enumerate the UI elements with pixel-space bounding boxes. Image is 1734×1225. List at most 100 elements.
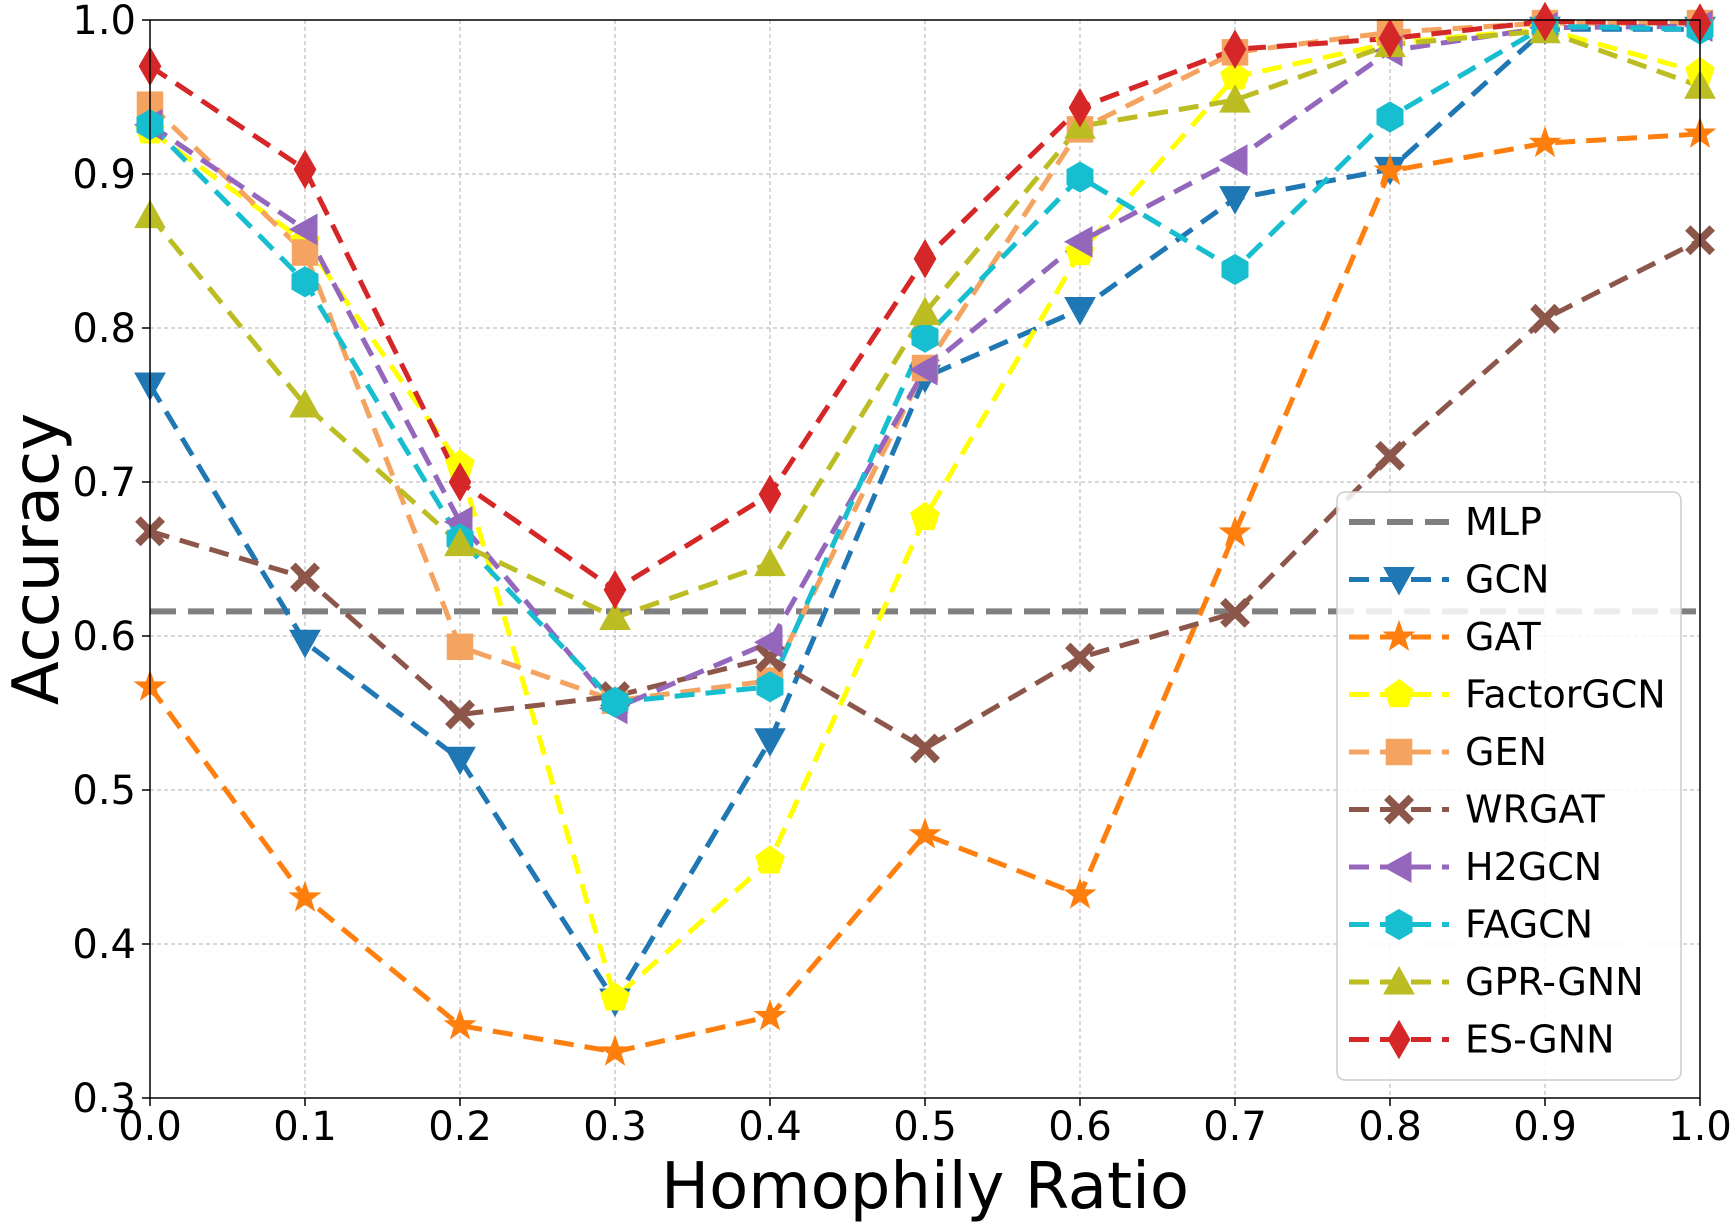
series-line-wrgat [149, 237, 1702, 751]
data-point-h2gcn [1218, 144, 1248, 176]
x-tick-label: 1.0 [1668, 1104, 1732, 1150]
data-point-es-gnn [448, 462, 472, 502]
legend-marker-gen [1385, 738, 1413, 766]
data-point-gcn [1219, 186, 1251, 215]
data-point-h2gcn [908, 353, 938, 386]
data-point-factorgcn [755, 845, 785, 874]
y-tick-label: 0.4 [72, 922, 136, 968]
data-point-gat [1373, 153, 1407, 185]
y-tick-label: 0.9 [72, 152, 136, 198]
legend: MLP GCN GAT FactorGCN GEN WRGAT H2GCN FAGCN GPR-… [1336, 491, 1682, 1081]
x-tick-label: 0.2 [428, 1104, 492, 1150]
data-point-es-gnn [1223, 29, 1247, 69]
data-point-fagcn [1376, 101, 1404, 133]
data-point-gat [443, 1008, 477, 1040]
legend-marker-wrgat [1384, 794, 1415, 825]
data-point-h2gcn [753, 626, 783, 659]
data-point-gpr-gnn [754, 547, 786, 577]
data-point-gpr-gnn [444, 527, 476, 557]
data-point-es-gnn [913, 239, 937, 279]
axis-ticks: 0.0 0.1 0.2 0.3 0.4 0.5 0.6 0.7 0.8 0.9 1.0 0.3 0.4 0… [72, 0, 1731, 1150]
data-point-fagcn [601, 686, 629, 718]
data-point-h2gcn [288, 213, 318, 246]
data-point-wrgat [1530, 303, 1561, 334]
y-tick-label: 0.5 [72, 768, 136, 814]
data-point-gat [598, 1034, 632, 1066]
data-point-gat [1528, 125, 1562, 158]
y-tick-label: 0.3 [72, 1076, 136, 1122]
y-tick-label: 0.8 [72, 306, 136, 352]
data-point-fagcn [291, 266, 319, 298]
legend-marker-gat [1382, 619, 1416, 651]
series-line-gat [147, 131, 1701, 1055]
x-axis-label: Homophily Ratio [661, 1150, 1189, 1224]
data-point-gat [753, 999, 787, 1031]
data-point-es-gnn [1378, 18, 1402, 59]
legend-label-es-gnn: ES-GNN [1465, 1018, 1615, 1062]
data-point-fagcn [1066, 161, 1094, 193]
data-point-gat [908, 817, 942, 849]
legend-label-mlp: MLP [1465, 500, 1542, 544]
x-tick-label: 0.8 [1358, 1104, 1422, 1150]
data-point-gat [1218, 515, 1252, 547]
data-point-fagcn [1221, 253, 1249, 286]
y-axis-label: Accuracy [0, 413, 74, 705]
x-tick-label: 0.9 [1513, 1104, 1577, 1150]
legend-marker-h2gcn [1382, 851, 1412, 883]
data-point-es-gnn [293, 149, 317, 190]
data-point-h2gcn [1063, 225, 1093, 258]
data-point-gpr-gnn [909, 296, 941, 326]
legend-label-gen: GEN [1465, 730, 1547, 774]
data-point-gen [446, 633, 474, 661]
legend-label-h2gcn: H2GCN [1465, 845, 1602, 889]
data-point-wrgat [1220, 597, 1251, 628]
legend-marker-fagcn [1385, 908, 1413, 941]
x-tick-label: 0.1 [273, 1104, 337, 1150]
legend-label-wrgat: WRGAT [1465, 788, 1605, 832]
data-point-wrgat [910, 733, 941, 764]
data-point-gpr-gnn [289, 388, 321, 418]
data-point-gat [288, 880, 322, 912]
legend-marker-es-gnn [1387, 1019, 1411, 1060]
data-point-fagcn [756, 671, 784, 703]
data-point-fagcn [911, 321, 939, 353]
data-point-gcn [444, 746, 476, 776]
data-point-gen [291, 239, 319, 266]
data-point-es-gnn [603, 569, 627, 610]
data-point-wrgat [1375, 440, 1406, 471]
legend-marker-gcn [1383, 567, 1415, 596]
data-point-factorgcn [600, 982, 630, 1011]
data-point-es-gnn [1533, 1, 1557, 42]
legend-label-gat: GAT [1465, 615, 1541, 659]
x-tick-label: 0.7 [1203, 1104, 1267, 1150]
series-line-gpr-gnn [148, 28, 1701, 620]
data-point-gat [1063, 877, 1097, 909]
legend-marker-factorgcn [1384, 678, 1414, 708]
data-point-gpr-gnn [599, 601, 631, 630]
series-markers [133, 1, 1717, 1066]
y-tick-label: 1.0 [72, 0, 136, 44]
data-point-wrgat [290, 562, 321, 593]
data-point-factorgcn [910, 501, 940, 531]
data-point-gcn [754, 728, 786, 757]
data-point-gcn [1064, 297, 1096, 326]
legend-label-gpr-gnn: GPR-GNN [1465, 960, 1644, 1004]
data-point-wrgat [445, 699, 476, 730]
legend-label-factorgcn: FactorGCN [1465, 673, 1666, 717]
y-tick-label: 0.7 [72, 460, 136, 506]
data-point-wrgat [1065, 642, 1096, 673]
x-tick-label: 0.3 [583, 1104, 647, 1150]
data-point-es-gnn [1068, 87, 1092, 128]
x-tick-label: 0.6 [1048, 1104, 1112, 1150]
data-point-gcn [289, 629, 321, 659]
y-tick-label: 0.6 [72, 614, 136, 660]
x-tick-label: 0.5 [893, 1104, 957, 1150]
x-tick-label: 0.4 [738, 1104, 802, 1150]
data-point-gpr-gnn [1219, 84, 1251, 113]
legend-label-fagcn: FAGCN [1465, 903, 1593, 947]
legend-marker-gpr-gnn [1383, 965, 1415, 995]
legend-label-gcn: GCN [1465, 558, 1549, 602]
x-tick-label: 0.0 [118, 1104, 182, 1150]
data-point-es-gnn [758, 474, 782, 515]
